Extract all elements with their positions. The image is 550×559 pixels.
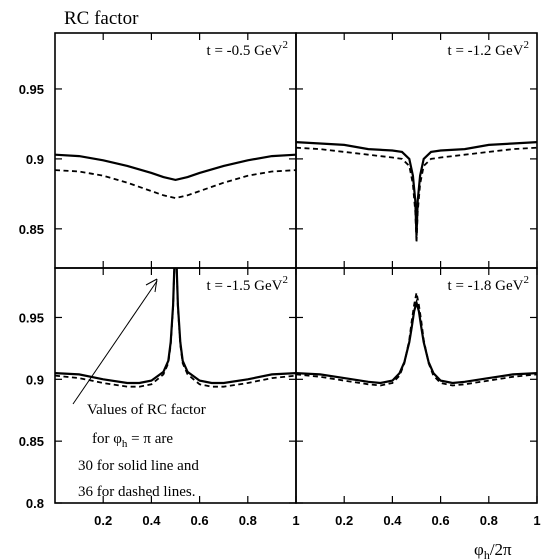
panel-1: t = -0.5 GeV2 [54, 32, 297, 269]
y-tick-label: 0.9 [26, 372, 44, 387]
annotation-arrow-head [145, 278, 158, 293]
x-tick-label: 0.2 [94, 513, 112, 528]
panel-2-dashed-line [296, 146, 537, 243]
x-tick-label: 0.8 [239, 513, 257, 528]
y-tick-label: 0.85 [19, 222, 44, 237]
panel-3: t = -1.5 GeV2 [54, 267, 297, 504]
panel-4-frame [295, 267, 538, 504]
x-axis-label: φh/2π [474, 540, 512, 559]
panel-1-t-label: t = -0.5 GeV2 [207, 39, 288, 59]
chart-title: RC factor [64, 8, 139, 29]
x-tick-label: 0.4 [383, 513, 402, 528]
x-tick-label: 1 [533, 513, 540, 528]
panel-4-solid-line [296, 298, 537, 385]
x-tick-label: 0.4 [142, 513, 161, 528]
y-tick-label: 0.9 [26, 152, 44, 167]
x-tick-label: 0.6 [432, 513, 450, 528]
annotation-line-3: 30 for solid line and [78, 458, 199, 474]
y-tick-label: 0.95 [19, 82, 44, 97]
y-tick-label: 0.95 [19, 310, 44, 325]
x-tick-label: 0.8 [480, 513, 498, 528]
y-tick-label: 0.8 [26, 496, 44, 511]
panel-3-dashed-line [55, 268, 296, 388]
annotation-line-1: Values of RC factor [87, 402, 206, 418]
y-tick-label: 0.85 [19, 434, 44, 449]
panel-1-frame [54, 32, 297, 269]
x-tick-label: 0.2 [335, 513, 353, 528]
panel-1-solid-line [55, 153, 296, 182]
annotation: Values of RC factor for φh = π are 30 for … [72, 278, 206, 500]
x-tick-label: 0.6 [191, 513, 209, 528]
panel-4-t-label: t = -1.8 GeV2 [448, 274, 529, 294]
annotation-line-4: 36 for dashed lines. [78, 484, 195, 500]
panel-3-solid-line [55, 268, 296, 385]
panel-2-t-label: t = -1.2 GeV2 [448, 39, 529, 59]
panel-4: t = -1.8 GeV2 [295, 267, 538, 504]
panel-4-dashed-line [296, 292, 537, 387]
panel-1-dashed-line [55, 169, 296, 200]
annotation-line-2: for φh = π are [92, 431, 173, 450]
panel-2: t = -1.2 GeV2 [295, 32, 538, 269]
x-tick-label: 1 [292, 513, 299, 528]
annotation-arrow-line [72, 280, 158, 405]
panel-3-t-label: t = -1.5 GeV2 [207, 274, 288, 294]
